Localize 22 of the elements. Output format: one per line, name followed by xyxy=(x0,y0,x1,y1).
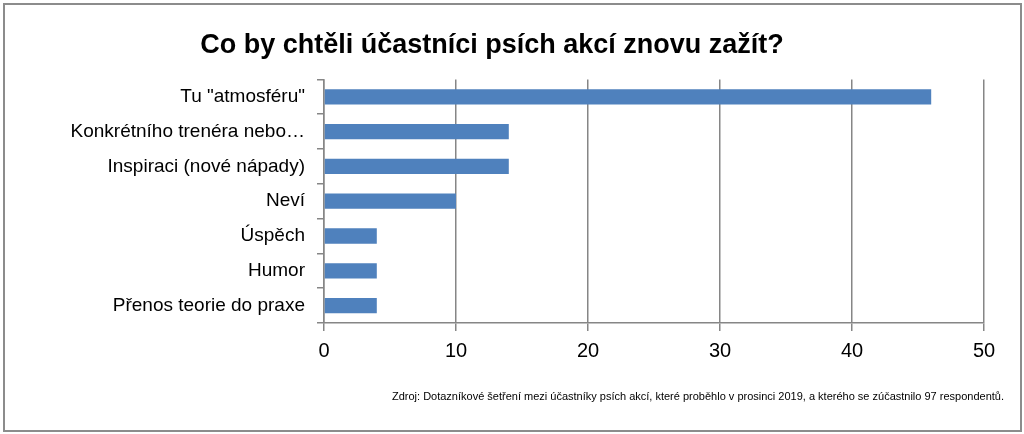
bar xyxy=(324,89,932,105)
bar xyxy=(324,193,456,209)
bar xyxy=(324,263,377,279)
bar xyxy=(324,158,509,175)
y-tick-label: Tu "atmosféru" xyxy=(180,85,305,107)
y-tick-label: Konkrétního trenéra nebo… xyxy=(70,119,305,141)
y-tick-label: Přenos teorie do praxe xyxy=(112,293,305,315)
y-tick-label: Humor xyxy=(247,259,306,281)
bar xyxy=(324,228,377,244)
chart-title: Co by chtěli účastníci psích akcí znovu zažít? xyxy=(200,28,784,59)
y-tick-label: Úspěch xyxy=(240,224,305,246)
bar xyxy=(324,123,509,140)
x-tick-label: 0 xyxy=(318,338,330,361)
x-tick-label: 10 xyxy=(444,338,468,361)
bar xyxy=(324,297,377,314)
x-tick-label: 20 xyxy=(576,338,600,361)
x-tick-label: 30 xyxy=(708,338,732,361)
x-tick-label: 50 xyxy=(972,338,996,361)
y-tick-label: Inspiraci (nové nápady) xyxy=(107,154,305,176)
x-tick-label: 40 xyxy=(840,338,864,361)
y-tick-label: Neví xyxy=(265,189,306,211)
text: Zdroj: Dotazníkové šetření mezi účastníky psích akcí, které proběhlo v prosinci 2019, a kterého se zúčastnilo 97 respondentů. xyxy=(391,390,1004,403)
